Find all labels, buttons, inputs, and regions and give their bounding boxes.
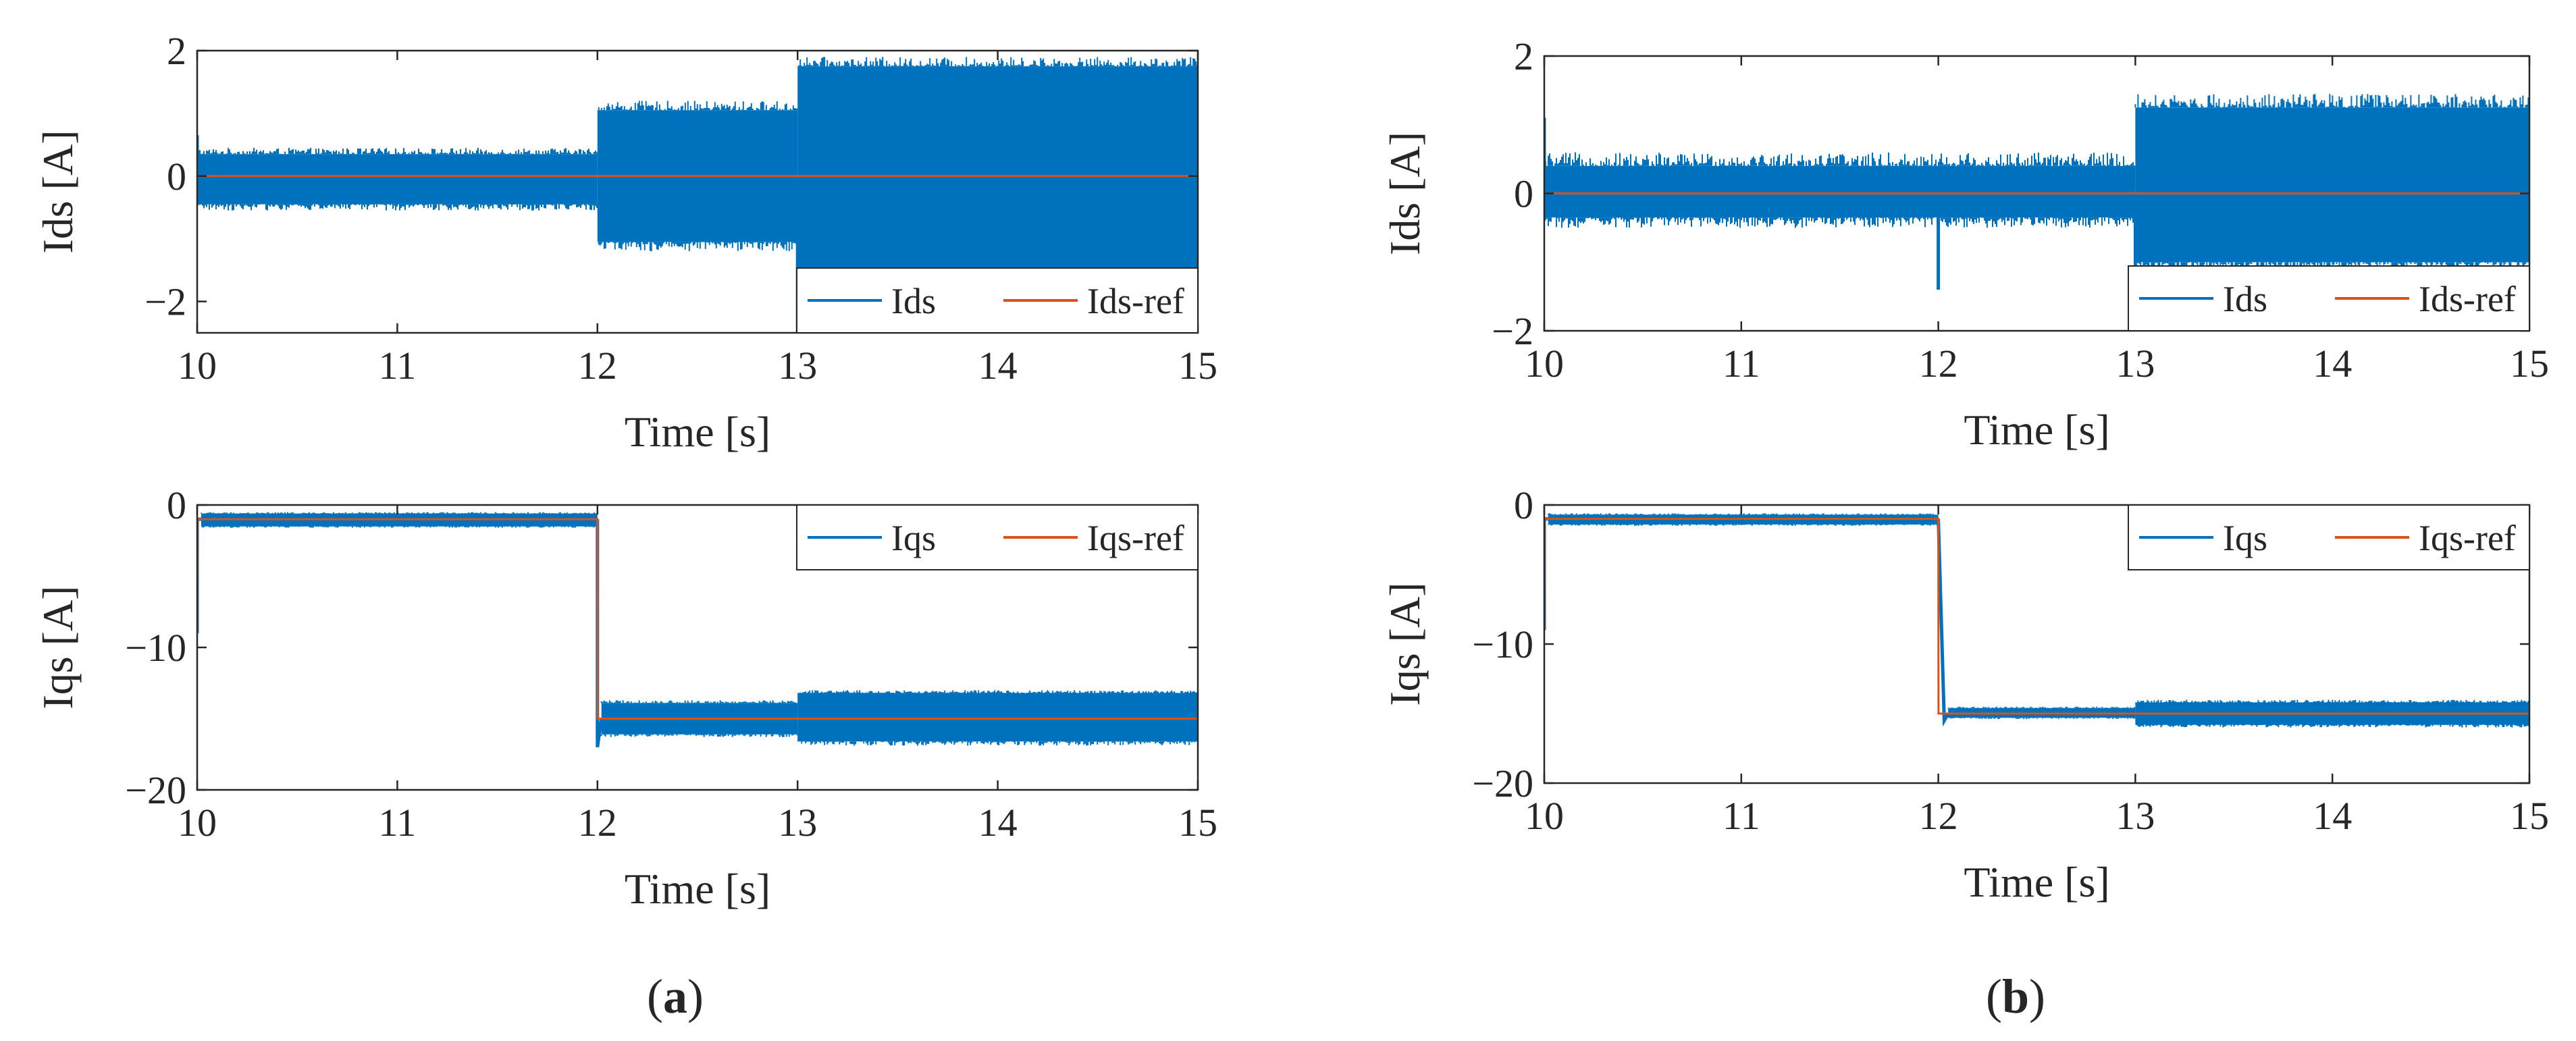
x-tick-label: 14 <box>978 801 1018 845</box>
y-tick-label: 0 <box>167 483 186 527</box>
x-tick-label: 12 <box>578 801 617 845</box>
y-tick-label: 0 <box>1514 172 1533 216</box>
x-tick-label: 12 <box>1919 342 1958 385</box>
x-tick-label: 11 <box>378 344 416 388</box>
legend-label-0: Ids <box>2223 279 2267 319</box>
x-tick-label: 13 <box>2115 342 2155 385</box>
x-tick-label: 12 <box>578 344 617 388</box>
x-tick-label: 10 <box>178 344 217 388</box>
x-tick-label: 14 <box>2313 342 2352 385</box>
y-tick-label: 2 <box>167 29 186 73</box>
y-axis-label: Iqs [A] <box>1381 582 1429 705</box>
x-tick-label: 14 <box>2313 794 2352 838</box>
y-tick-label: −20 <box>125 768 186 812</box>
series-ids-band-2 <box>797 66 1198 277</box>
legend: Iqs Iqs-ref <box>2128 504 2530 570</box>
x-axis: 10 11 12 13 14 15 <box>1525 56 2549 385</box>
plot-area <box>1544 94 2529 304</box>
y-tick-label: 0 <box>167 155 186 198</box>
panel-label-a-close: ) <box>687 969 704 1023</box>
series-iqs-ripple-1 <box>600 700 798 737</box>
y-tick-label: −2 <box>1492 309 1533 353</box>
x-tick-label: 13 <box>778 801 817 845</box>
y-axis-label: Iqs [A] <box>34 585 82 709</box>
series-iqs-ripple-2 <box>797 690 1198 746</box>
series-ids <box>1544 94 2529 304</box>
series-ids-band-0 <box>197 154 598 205</box>
panel-label-b-open: ( <box>1986 969 2002 1023</box>
y-axis: −2 0 2 <box>1492 34 2529 353</box>
panel-label-b-close: ) <box>2029 969 2045 1023</box>
legend-box <box>796 504 1199 570</box>
legend-label-1: Iqs-ref <box>1087 518 1184 558</box>
x-tick-label: 15 <box>2510 794 2549 838</box>
x-tick-label: 13 <box>2115 794 2155 838</box>
legend: Iqs Iqs-ref <box>796 504 1199 570</box>
y-tick-label: −10 <box>125 626 186 670</box>
chart-b-ids: 10 11 12 13 14 15 Time [s] −2 0 2 Ids [A] Ids Ids-re… <box>1381 34 2549 454</box>
x-tick-label: 11 <box>1723 342 1760 385</box>
y-axis: −20 −10 0 <box>1472 483 2529 805</box>
legend-label-1: Iqs-ref <box>2419 518 2516 558</box>
series-iqs-ripple-0 <box>200 512 598 528</box>
series-iqs-transition-1 <box>1937 518 1950 727</box>
y-tick-label: 2 <box>1514 34 1533 78</box>
legend-label-0: Ids <box>891 281 936 321</box>
y-axis: −2 0 2 <box>144 29 1198 324</box>
series-iqs-ripple-0 <box>1547 513 1938 526</box>
panel-label-a-letter: a <box>663 969 687 1023</box>
y-axis: −20 −10 0 <box>125 483 1198 812</box>
x-tick-label: 12 <box>1919 794 1958 838</box>
x-tick-label: 10 <box>178 801 217 845</box>
x-tick-label: 15 <box>1178 801 1217 845</box>
legend-label-1: Ids-ref <box>2419 279 2516 319</box>
y-tick-label: −10 <box>1472 622 1533 666</box>
x-axis-label: Time [s] <box>1964 406 2109 454</box>
x-tick-label: 11 <box>1723 794 1760 838</box>
panel-label-a-open: ( <box>647 969 663 1023</box>
x-tick-label: 15 <box>2510 342 2549 385</box>
x-axis-label: Time [s] <box>1964 858 2109 906</box>
x-axis: 10 11 12 13 14 15 <box>178 51 1217 388</box>
x-tick-label: 11 <box>378 801 416 845</box>
series-ids-band-0 <box>1544 165 2136 218</box>
x-tick-label: 15 <box>1178 344 1217 388</box>
y-axis-label: Ids [A] <box>1381 132 1429 255</box>
series-ids-ripple-0 <box>1544 152 2135 228</box>
legend-label-1: Ids-ref <box>1087 281 1184 321</box>
y-axis-label: Ids [A] <box>34 130 82 253</box>
plot-area <box>197 57 1198 333</box>
series-iqs-band-2 <box>797 693 1198 742</box>
legend: Ids Ids-ref <box>796 267 1199 333</box>
x-tick-label: 10 <box>1525 794 1564 838</box>
x-tick-label: 14 <box>978 344 1018 388</box>
legend-label-0: Iqs <box>2223 518 2267 558</box>
series-ids-band-1 <box>2135 107 2529 263</box>
x-axis-label: Time [s] <box>625 865 770 913</box>
legend: Ids Ids-ref <box>2128 265 2530 331</box>
legend-label-0: Iqs <box>891 518 936 558</box>
y-tick-label: −20 <box>1472 762 1533 805</box>
axes-box <box>196 49 1199 334</box>
panel-label-a: (a) <box>647 969 704 1023</box>
x-axis-label: Time [s] <box>625 408 770 456</box>
x-tick-label: 13 <box>778 344 817 388</box>
panel-label-b: (b) <box>1986 969 2045 1023</box>
panel-label-b-letter: b <box>2002 969 2029 1023</box>
chart-a-ids: 10 11 12 13 14 15 Time [s] −2 0 2 Ids [A] Ids Ids-re… <box>34 29 1217 456</box>
x-axis: 10 11 12 13 14 15 <box>1525 505 2549 838</box>
y-tick-label: −2 <box>144 280 186 324</box>
y-tick-label: 0 <box>1514 483 1533 527</box>
series-ids <box>197 57 1198 333</box>
x-tick-label: 10 <box>1525 342 1564 385</box>
